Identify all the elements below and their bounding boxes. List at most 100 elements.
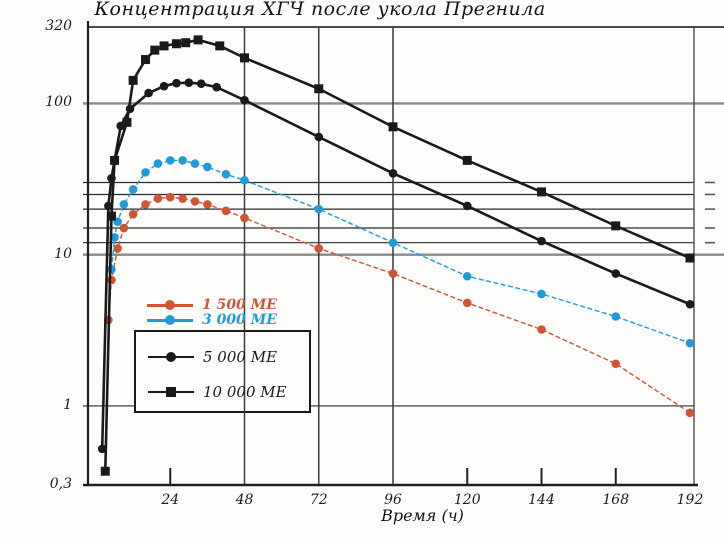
data-point-circle — [128, 185, 138, 194]
x-tick-label-120: 120 — [453, 492, 481, 508]
circle-marker-icon — [165, 315, 175, 325]
data-point-circle — [153, 194, 163, 203]
x-axis-title: Время (ч) — [381, 506, 464, 525]
x-tick-label-192: 192 — [676, 492, 704, 508]
data-point-square — [314, 84, 324, 94]
data-point-circle — [144, 88, 153, 98]
data-point-circle — [388, 238, 398, 247]
data-point-circle — [153, 159, 163, 168]
data-point-circle — [611, 312, 621, 321]
data-point-circle — [221, 169, 231, 179]
data-point-circle — [110, 233, 119, 242]
data-point-circle — [611, 269, 621, 278]
y-tick-label-10: 10 — [54, 245, 72, 262]
data-point-square — [240, 53, 249, 63]
data-point-circle — [165, 192, 175, 202]
data-point-square — [100, 466, 110, 476]
legend-line-1500 — [147, 300, 193, 310]
data-point-circle — [104, 201, 113, 211]
data-point-circle — [190, 159, 200, 168]
data-point-square — [611, 221, 621, 231]
data-point-square — [685, 253, 695, 263]
data-point-circle — [172, 78, 181, 88]
data-point-circle — [685, 299, 695, 309]
x-tick-label-144: 144 — [528, 492, 555, 508]
circle-marker-icon — [166, 352, 176, 362]
data-point-circle — [212, 82, 221, 92]
data-point-circle — [113, 244, 122, 253]
data-point-square — [128, 75, 138, 85]
legend-label-10000: 10 000 МЕ — [203, 383, 287, 401]
data-point-circle — [159, 81, 169, 91]
data-point-square — [181, 38, 191, 48]
data-point-square — [388, 122, 398, 132]
data-point-circle — [165, 156, 175, 165]
x-tick-label-96: 96 — [384, 492, 402, 508]
data-point-circle — [203, 162, 212, 172]
data-point-circle — [203, 200, 212, 209]
square-marker-icon — [166, 387, 176, 397]
data-point-square — [171, 39, 181, 49]
data-point-circle — [314, 132, 324, 142]
legend-line-5000 — [148, 352, 194, 362]
legend-entry-3000: 3 000 МЕ — [147, 312, 277, 328]
data-point-circle — [537, 289, 546, 299]
data-point-square — [537, 187, 546, 197]
legend-label-1500: 1 500 МЕ — [202, 297, 277, 313]
data-point-circle — [107, 275, 116, 285]
x-tick-label-24: 24 — [161, 492, 180, 508]
data-point-circle — [190, 197, 200, 206]
data-point-circle — [141, 168, 150, 177]
data-point-circle — [314, 244, 324, 253]
data-point-circle — [128, 209, 138, 219]
legend-box — [134, 330, 311, 413]
data-point-square — [106, 211, 116, 221]
data-point-circle — [314, 204, 324, 214]
data-point-circle — [240, 95, 249, 105]
data-point-circle — [141, 200, 150, 209]
data-point-circle — [388, 269, 398, 278]
y-tick-label-1: 1 — [63, 396, 72, 413]
data-point-circle — [240, 213, 249, 223]
data-point-circle — [221, 206, 231, 216]
legend-label-5000: 5 000 МЕ — [203, 348, 278, 366]
data-point-square — [193, 35, 203, 45]
data-point-circle — [119, 223, 129, 233]
data-point-square — [150, 45, 160, 55]
data-point-circle — [462, 271, 472, 281]
data-point-circle — [240, 176, 249, 185]
data-point-square — [141, 55, 150, 65]
data-point-circle — [611, 359, 621, 369]
legend-line-3000 — [147, 315, 193, 325]
x-tick-label-48: 48 — [235, 492, 254, 508]
data-point-circle — [685, 408, 695, 418]
legend-entry-5000: 5 000 МЕ — [148, 348, 278, 366]
y-tick-label-0,3: 0,3 — [49, 476, 72, 492]
legend-line-10000 — [148, 387, 194, 397]
data-point-circle — [119, 200, 129, 209]
chart-title: Концентрация ХГЧ после укола Прегнила — [94, 0, 546, 20]
legend-label-3000: 3 000 МЕ — [202, 312, 277, 328]
data-point-square — [462, 155, 472, 165]
data-point-circle — [462, 201, 472, 211]
data-point-circle — [184, 78, 194, 88]
data-point-square — [122, 117, 132, 127]
data-point-circle — [685, 338, 695, 348]
circle-marker-icon — [165, 300, 175, 310]
data-point-circle — [178, 156, 187, 165]
data-point-circle — [97, 444, 107, 454]
legend-entry-1500: 1 500 МЕ — [147, 297, 277, 313]
data-point-circle — [462, 298, 472, 308]
data-point-square — [110, 155, 120, 165]
data-point-circle — [537, 236, 546, 246]
data-point-circle — [537, 325, 546, 334]
data-point-square — [215, 41, 225, 51]
legend-entry-10000: 10 000 МЕ — [148, 383, 287, 401]
x-tick-label-72: 72 — [309, 492, 328, 508]
y-tick-label-100: 100 — [45, 94, 72, 111]
y-tick-label-320: 320 — [45, 18, 72, 34]
data-point-circle — [178, 194, 187, 203]
data-point-circle — [388, 169, 398, 178]
